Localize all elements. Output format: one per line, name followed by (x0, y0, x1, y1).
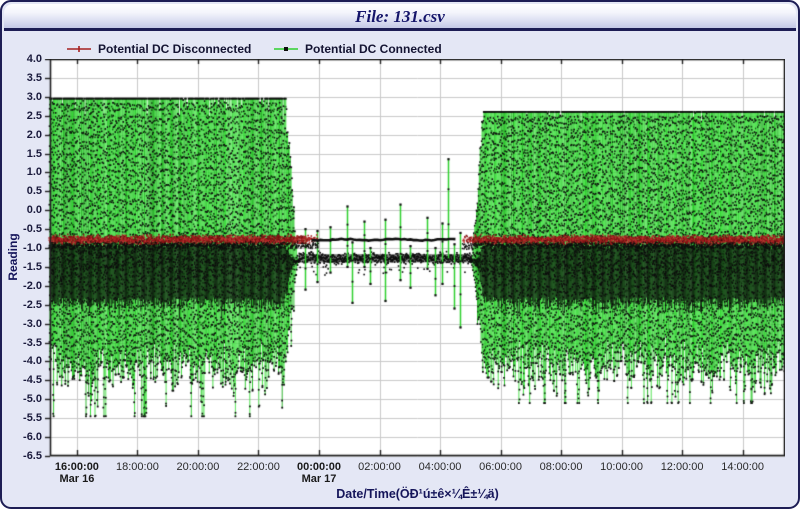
legend-label-disconnected: Potential DC Disconnected (98, 42, 252, 56)
y-tick-label: 0.0 (26, 204, 42, 217)
y-tick-label: 3.5 (26, 71, 42, 84)
x-tick-label: 10:00:00 (600, 461, 643, 473)
x-tick-label: 12:00:00 (660, 461, 704, 473)
y-tick-label: -6.5 (23, 450, 42, 462)
y-tick-label: -1.0 (23, 242, 42, 255)
y-tick-label: -1.5 (23, 260, 42, 273)
legend-item-connected: Potential DC Connected (273, 42, 442, 56)
x-tick-label: 00:00:00 Mar 17 (296, 461, 342, 485)
y-tick-label: 4.0 (26, 53, 42, 65)
legend-label-connected: Potential DC Connected (305, 42, 442, 56)
y-tick-label: -2.0 (23, 279, 42, 292)
x-tick-label: 04:00:00 (418, 461, 462, 473)
y-tick-label: 1.0 (26, 166, 42, 179)
title-bar: File: 131.csv (4, 4, 796, 31)
y-tick-label: -2.5 (23, 298, 42, 311)
y-tick-label: -4.5 (23, 374, 42, 387)
x-tick-label: 22:00:00 (237, 461, 280, 473)
window-title: File: 131.csv (355, 7, 445, 26)
x-tick-label: 14:00:00 (721, 461, 765, 473)
legend: Potential DC Disconnected Potential DC C… (2, 42, 798, 56)
y-tick-label: 0.5 (26, 185, 42, 198)
x-tick-label: 16:00:00 Mar 16 (54, 461, 99, 485)
red-line-marker-icon (67, 46, 91, 52)
y-tick-label: -5.0 (23, 393, 42, 406)
green-line-marker-icon (274, 47, 298, 51)
y-tick-label: 1.5 (26, 147, 42, 160)
y-tick-label: -3.0 (23, 317, 42, 330)
x-axis-title: Date/Time(ÖÐ¹ú±ê×¼Ê±¼ä) (336, 487, 499, 501)
x-tick-label: 18:00:00 (116, 461, 159, 473)
y-tick-label: 2.5 (26, 109, 42, 122)
y-tick-label: -4.0 (23, 355, 42, 368)
y-tick-label: -5.5 (23, 412, 42, 425)
x-tick-label: 06:00:00 (479, 461, 522, 473)
y-tick-label: -0.5 (23, 223, 42, 236)
y-tick-label: -3.5 (23, 336, 42, 349)
y-tick-label: 3.0 (26, 90, 42, 103)
x-tick-label: 02:00:00 (358, 461, 401, 473)
y-tick-label: 2.0 (26, 128, 42, 141)
plot-area (44, 59, 785, 462)
x-tick-label: 20:00:00 (176, 461, 220, 473)
x-tick-label: 08:00:00 (539, 461, 583, 473)
legend-item-disconnected: Potential DC Disconnected (66, 42, 251, 56)
y-tick-label: -6.0 (23, 431, 42, 444)
